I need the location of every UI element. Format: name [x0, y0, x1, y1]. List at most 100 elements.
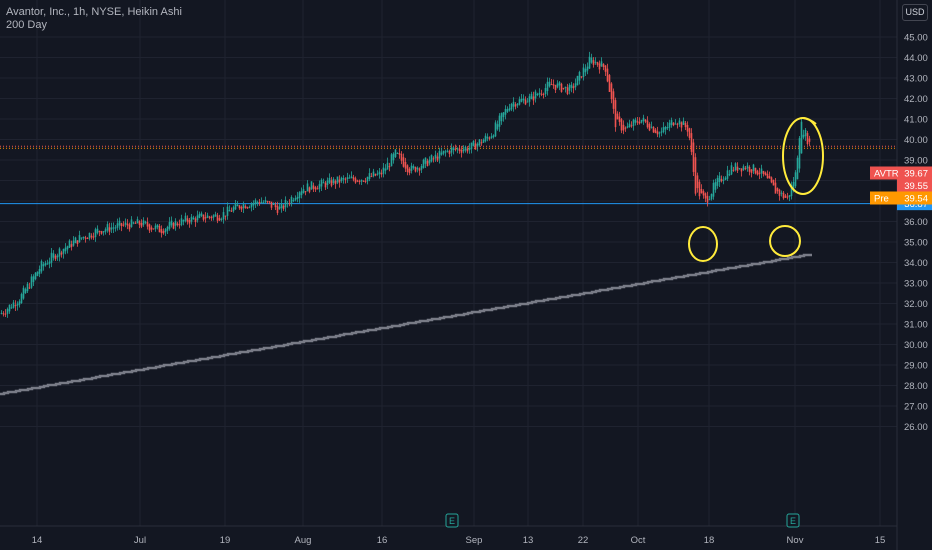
candle-body	[292, 200, 295, 202]
candle-body	[638, 121, 641, 124]
candle-body	[750, 169, 753, 173]
candle-body	[14, 305, 17, 307]
candle-body	[350, 176, 353, 178]
candle-body	[242, 204, 245, 209]
candle-body	[288, 203, 291, 205]
candle-body	[562, 87, 565, 89]
candle-body	[194, 218, 197, 223]
candle-body	[558, 82, 561, 86]
candle-body	[706, 195, 709, 203]
candle-body	[84, 237, 87, 239]
candle-body	[174, 221, 177, 226]
candle-body	[164, 229, 167, 233]
y-tick-label: 43.00	[904, 74, 928, 85]
candle-body	[280, 203, 283, 209]
x-tick-label: Nov	[787, 535, 804, 546]
candle-body	[32, 276, 35, 283]
candle-body	[214, 214, 217, 217]
candle-body	[62, 248, 65, 254]
currency-badge[interactable]: USD	[902, 4, 928, 21]
candle-body	[150, 227, 153, 230]
candle-body	[542, 93, 545, 95]
candle-body	[276, 205, 279, 213]
y-tick-label: 28.00	[904, 381, 928, 392]
x-tick-label: 14	[32, 535, 43, 546]
candle-body	[344, 178, 347, 180]
candle-body	[210, 216, 213, 219]
candle-body	[100, 231, 103, 234]
candle-body	[184, 215, 187, 221]
candle-body	[504, 108, 507, 115]
candle-body	[50, 252, 53, 263]
candle-body	[86, 238, 89, 240]
candle-body	[760, 168, 763, 174]
candle-body	[438, 150, 441, 159]
earnings-marker-icon	[786, 513, 800, 528]
candle-body	[440, 152, 443, 155]
candle-body	[158, 225, 161, 233]
candle-body	[540, 93, 543, 95]
candle-body	[402, 157, 405, 167]
candle-body	[270, 201, 273, 208]
candle-body	[366, 176, 369, 182]
candle-body	[68, 240, 71, 248]
candle-body	[510, 103, 513, 110]
candle-body	[616, 113, 619, 120]
candle-body	[752, 164, 755, 172]
candle-body	[240, 206, 243, 210]
candle-body	[726, 170, 729, 179]
earnings-marker-label: E	[449, 516, 455, 526]
candle-body	[120, 223, 123, 227]
candle-body	[742, 166, 745, 170]
candle-body	[584, 68, 587, 73]
candle-body	[386, 162, 389, 170]
candle-body	[328, 177, 331, 183]
candle-body	[196, 215, 199, 221]
candle-body	[238, 205, 241, 209]
candle-body	[404, 162, 407, 169]
candle-body	[138, 221, 141, 225]
candle-body	[516, 103, 519, 106]
x-tick-label: Jul	[134, 535, 146, 546]
candle-body	[490, 136, 493, 139]
candle-body	[534, 91, 537, 99]
candle-body	[326, 180, 329, 186]
candle-body	[10, 307, 13, 309]
candle-body	[736, 166, 739, 171]
candle-body	[554, 84, 557, 91]
candle-body	[576, 75, 579, 86]
candle-body	[628, 123, 631, 128]
candle-body	[362, 180, 365, 182]
candle-body	[64, 247, 67, 252]
candle-body	[28, 287, 31, 289]
candle-body	[352, 177, 355, 180]
candle-body	[430, 155, 433, 162]
candle-body	[608, 75, 611, 92]
candle-body	[38, 269, 41, 274]
y-tick-label: 32.00	[904, 299, 928, 310]
candle-body	[286, 202, 289, 204]
candle-body	[556, 83, 559, 88]
candle-body	[610, 83, 613, 100]
candle-body	[526, 101, 529, 103]
candle-body	[58, 248, 61, 257]
candle-body	[612, 91, 615, 109]
candle-body	[572, 86, 575, 89]
candle-body	[264, 200, 267, 203]
candle-body	[442, 150, 445, 154]
candle-body	[82, 236, 85, 239]
candle-body	[66, 246, 69, 250]
candle-body	[252, 202, 255, 206]
y-tick-label: 36.00	[904, 217, 928, 228]
candle-body	[90, 235, 93, 238]
candle-body	[522, 98, 525, 101]
candle-body	[136, 219, 139, 224]
x-tick-label: Sep	[466, 535, 483, 546]
candle-body	[324, 182, 327, 188]
candle-body	[406, 165, 409, 173]
candle-body	[462, 149, 465, 152]
candle-body	[54, 255, 57, 260]
candle-body	[354, 178, 357, 183]
indicator-label: 200 Day	[6, 19, 47, 31]
